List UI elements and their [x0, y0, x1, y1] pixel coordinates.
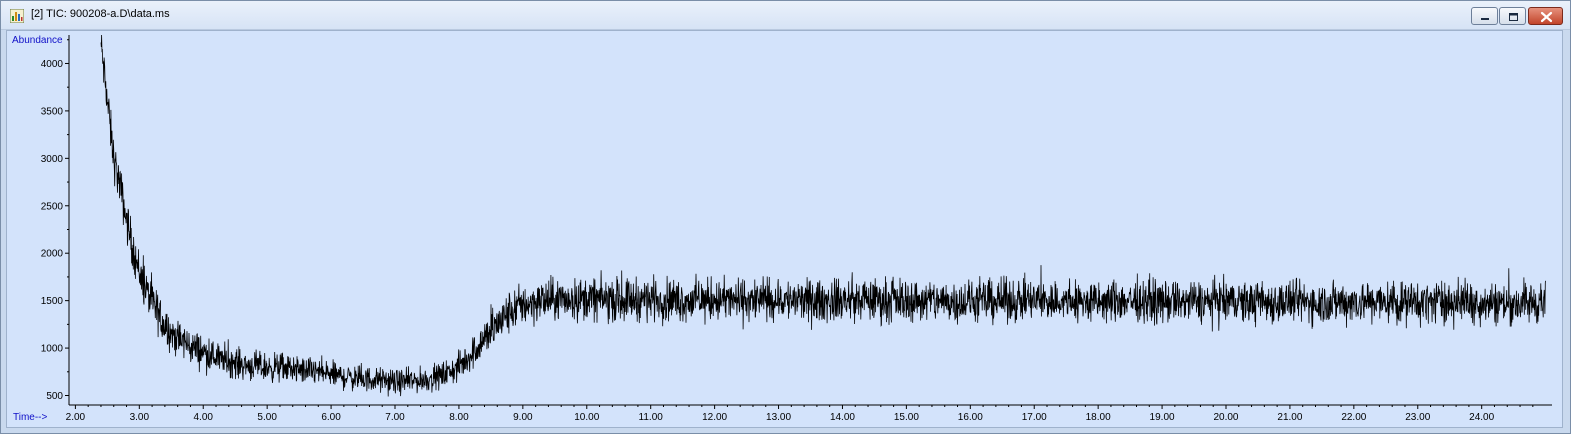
x-tick-label: 12.00 — [702, 412, 727, 423]
x-tick-label: 9.00 — [513, 412, 533, 423]
y-axis-title: Abundance — [12, 35, 63, 46]
x-tick-label: 21.00 — [1277, 412, 1302, 423]
x-tick-label: 3.00 — [130, 412, 150, 423]
chart-area[interactable]: 500 1000 1500 2000 2500 3000 3500 4000 2.00 3.00 4… — [6, 30, 1563, 428]
x-tick-label: 5.00 — [257, 412, 277, 423]
chromatogram-app-icon — [10, 9, 24, 23]
x-tick-label: 22.00 — [1341, 412, 1366, 423]
x-tick-label: 18.00 — [1086, 412, 1111, 423]
x-tick-label: 23.00 — [1405, 412, 1430, 423]
y-tick-label: 1000 — [41, 344, 64, 355]
x-tick-label: 16.00 — [958, 412, 983, 423]
x-axis-title: Time--> — [13, 412, 48, 423]
x-tick-label: 11.00 — [639, 412, 664, 423]
x-tick-label: 4.00 — [194, 412, 214, 423]
y-tick-label: 3000 — [41, 154, 64, 165]
x-tick-label: 24.00 — [1469, 412, 1494, 423]
x-tick-label: 20.00 — [1213, 412, 1238, 423]
minimize-button[interactable] — [1471, 7, 1498, 25]
window-title: [2] TIC: 900208-a.D\data.ms — [31, 8, 170, 20]
y-tick-label: 3500 — [41, 106, 64, 117]
restore-button[interactable] — [1499, 7, 1526, 25]
close-button[interactable] — [1528, 7, 1563, 25]
y-tick-label: 4000 — [41, 59, 64, 70]
x-tick-label: 17.00 — [1022, 412, 1047, 423]
close-icon — [1540, 11, 1553, 23]
tic-chart: 500 1000 1500 2000 2500 3000 3500 4000 2.00 3.00 4… — [12, 34, 1552, 423]
x-tick-label: 2.00 — [66, 412, 86, 423]
tic-trace-line — [100, 34, 1546, 397]
x-tick-label: 19.00 — [1150, 412, 1175, 423]
y-tick-label: 2500 — [41, 201, 64, 212]
y-tick-label: 1500 — [41, 296, 64, 307]
x-tick-label: 14.00 — [830, 412, 855, 423]
x-tick-label: 13.00 — [766, 412, 791, 423]
x-tick-label: 6.00 — [321, 412, 341, 423]
window-titlebar[interactable]: [2] TIC: 900208-a.D\data.ms — [1, 1, 1570, 30]
restore-icon — [1509, 13, 1518, 21]
y-tick-label: 500 — [46, 391, 63, 402]
x-tick-label: 7.00 — [385, 412, 405, 423]
y-tick-label: 2000 — [41, 249, 64, 260]
x-tick-label: 8.00 — [449, 412, 469, 423]
minimize-icon — [1481, 18, 1489, 20]
x-tick-label: 10.00 — [574, 412, 599, 423]
x-tick-label: 15.00 — [894, 412, 919, 423]
